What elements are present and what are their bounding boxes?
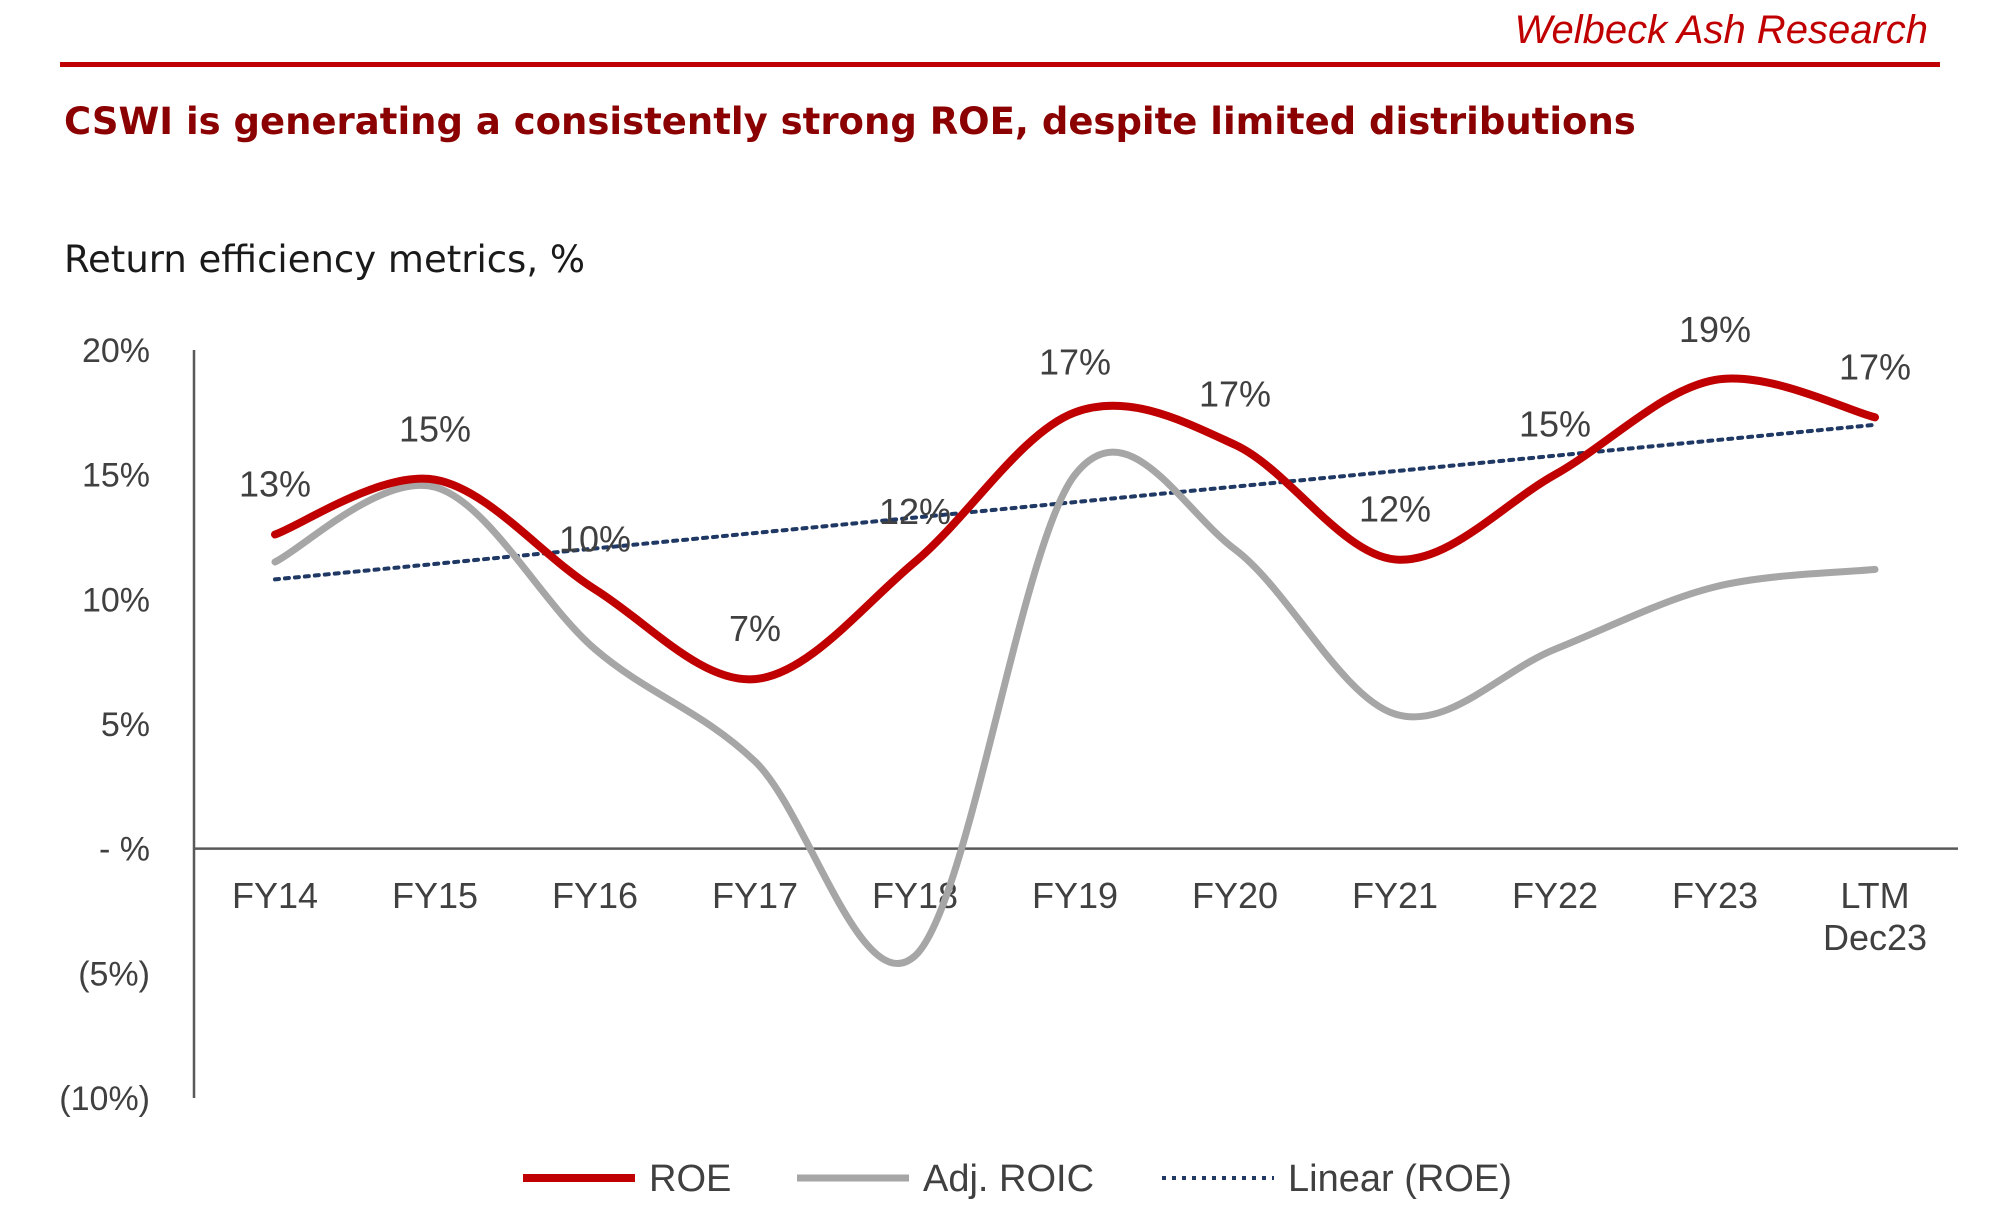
data-label-roe: 17% [1839,346,1911,387]
y-tick-label: (5%) [78,955,150,993]
series-lines [271,374,1879,967]
x-tick-labels: FY14 FY15 FY16 FY17 FY18 FY19 FY20 FY21 FY22 FY23… [232,875,1927,958]
legend-label: Linear (ROE) [1288,1158,1512,1200]
data-label-roe: 17% [1039,341,1111,382]
legend-item-adj-roic: Adj. ROIC [797,1158,1094,1200]
data-label-roe: 10% [559,518,631,559]
y-tick-label: 15% [82,457,150,495]
header-rule [60,62,1940,67]
y-tick-label: 5% [101,706,150,744]
y-tick-label: (10%) [59,1080,150,1118]
legend: ROE Adj. ROIC Linear (ROE) [523,1158,1512,1200]
legend-label: Adj. ROIC [923,1158,1094,1200]
x-tick-label: FY14 [232,875,318,916]
series-line-linear-roe [273,422,1877,582]
legend-item-roe: ROE [523,1158,731,1200]
data-label-roe: 15% [1519,404,1591,445]
y-tick-label: 20% [82,332,150,370]
data-label-roe: 13% [239,464,311,505]
chart-axes [192,350,1958,1098]
y-tick-label: 10% [82,581,150,619]
data-label-roe: 15% [399,409,471,450]
data-label-roe: 17% [1199,374,1271,415]
x-tick-label: FY22 [1512,875,1598,916]
series-line-adj-roic [271,448,1879,967]
chart-title: Return efficiency metrics, % [64,238,586,281]
data-labels: 13% 15% 10% 7% 12% 17% 17% 12% 15% 19% 17% [239,309,1911,649]
page-title: CSWI is generating a consistently strong… [64,100,1636,143]
data-label-roe: 7% [729,608,781,649]
legend-item-linear-roe: Linear (ROE) [1162,1158,1512,1200]
brand-label: Welbeck Ash Research [1514,8,1928,52]
x-tick-label: FY19 [1032,875,1118,916]
series-line-roe [271,374,1879,684]
x-tick-label: FY17 [712,875,798,916]
x-tick-label: FY20 [1192,875,1278,916]
x-tick-label: LTM Dec23 [1823,875,1927,958]
x-tick-label: FY21 [1352,875,1438,916]
data-label-roe: 12% [879,491,951,532]
x-tick-label: FY23 [1672,875,1758,916]
y-tick-label: - % [99,831,150,869]
data-label-roe: 12% [1359,488,1431,529]
x-tick-label: FY15 [392,875,478,916]
legend-label: ROE [649,1158,731,1200]
y-tick-labels: 20% 15% 10% 5% - % (5%) (10%) [59,332,150,1118]
x-tick-label: FY16 [552,875,638,916]
data-label-roe: 19% [1679,309,1751,350]
